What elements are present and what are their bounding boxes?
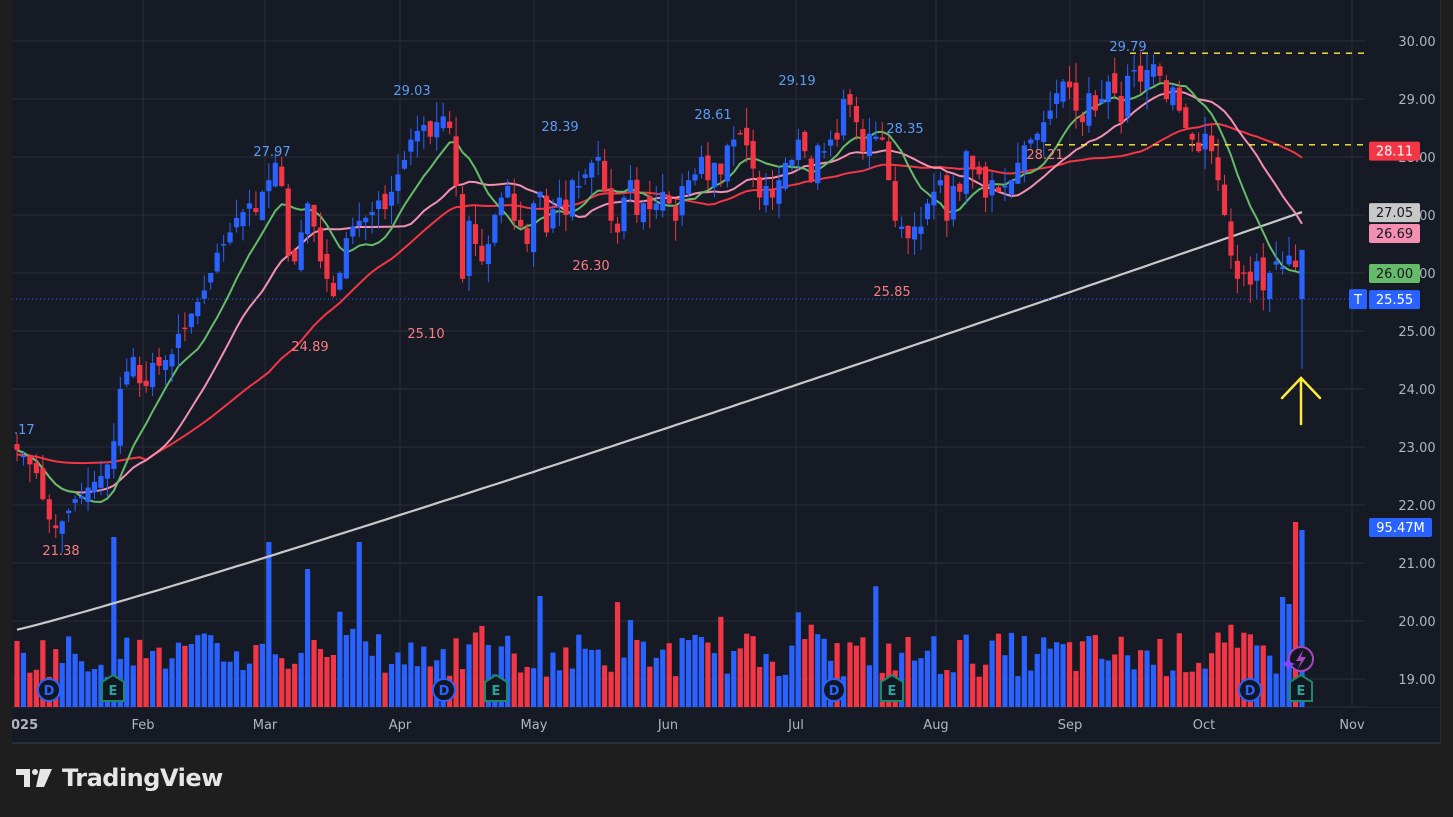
- earnings-marker[interactable]: E: [484, 673, 508, 702]
- price-annotation: 28.39: [541, 120, 578, 135]
- price-annotation: 25.10: [407, 327, 444, 342]
- candlesticks: [14, 51, 1305, 553]
- svg-text:26.00: 26.00: [1376, 267, 1413, 282]
- brand-name: TradingView: [62, 764, 223, 792]
- time-label: Nov: [1339, 718, 1365, 733]
- price-tick: 30.00: [1398, 35, 1435, 50]
- price-label: [1369, 264, 1420, 283]
- price-label: [1369, 223, 1420, 243]
- price-annotations: .17 21.38 27.97 24.89 29.03 25.10 28.39 26.30 28…: [14, 40, 1147, 559]
- svg-text:T: T: [1353, 293, 1362, 308]
- svg-text:26.69: 26.69: [1376, 227, 1413, 242]
- price-tick: 20.00: [1398, 615, 1435, 630]
- time-axis[interactable]: 025 Feb Mar Apr May Jun Jul Aug Sep Oct Nov: [12, 718, 1365, 733]
- price-tick: 19.00: [1398, 673, 1435, 688]
- price-annotation: 29.79: [1109, 40, 1146, 55]
- price-label: [1369, 290, 1420, 310]
- time-label: Jul: [787, 718, 804, 733]
- price-label: [1369, 141, 1420, 161]
- price-annotation: 29.03: [393, 84, 430, 99]
- price-annotation: 21.38: [42, 544, 79, 559]
- time-label: Sep: [1058, 718, 1083, 733]
- symbol-badge: [1349, 289, 1367, 310]
- lightning-icon[interactable]: [1281, 646, 1314, 672]
- tradingview-logo-icon: [16, 769, 52, 787]
- dividend-marker[interactable]: D: [1238, 678, 1262, 702]
- svg-text:E: E: [109, 684, 118, 699]
- svg-text:D: D: [439, 684, 450, 699]
- chart-frame[interactable]: .17 21.38 27.97 24.89 29.03 25.10 28.39 26.30 28…: [12, 0, 1441, 744]
- price-axis[interactable]: 30.0029.0028.0027.0026.0025.0024.0023.00…: [1349, 0, 1440, 707]
- price-tick: 23.00: [1398, 441, 1435, 456]
- price-tick: 29.00: [1398, 93, 1435, 108]
- price-annotation: .17: [14, 423, 35, 438]
- svg-text:28.11: 28.11: [1376, 145, 1413, 160]
- time-label: Apr: [389, 718, 412, 733]
- price-annotation: 28.21: [1026, 148, 1063, 163]
- right-panel-edge: [1441, 0, 1453, 742]
- volume-bars: [14, 522, 1305, 707]
- earnings-marker[interactable]: E: [101, 673, 125, 702]
- svg-text:D: D: [1245, 684, 1256, 699]
- price-tick: 25.00: [1398, 325, 1435, 340]
- dividend-marker[interactable]: D: [37, 678, 61, 702]
- earnings-marker[interactable]: E: [1289, 673, 1313, 702]
- price-tick: 21.00: [1398, 557, 1435, 572]
- time-label: Feb: [131, 718, 154, 733]
- price-chart[interactable]: .17 21.38 27.97 24.89 29.03 25.10 28.39 26.30 28…: [12, 0, 1440, 742]
- svg-text:D: D: [44, 684, 55, 699]
- price-annotation: 28.35: [886, 122, 923, 137]
- svg-text:95.47M: 95.47M: [1376, 521, 1424, 536]
- svg-text:E: E: [888, 684, 897, 699]
- price-tick: 22.00: [1398, 499, 1435, 514]
- price-annotation: 26.30: [572, 259, 609, 274]
- up-arrow-icon: [1280, 376, 1322, 426]
- time-label: Jun: [657, 718, 678, 733]
- price-label: [1369, 203, 1420, 223]
- time-label: May: [521, 718, 548, 733]
- moving-averages: [16, 82, 1303, 631]
- dividend-marker[interactable]: D: [822, 678, 846, 702]
- time-label: Aug: [923, 718, 948, 733]
- time-label: Mar: [253, 718, 278, 733]
- dividend-marker[interactable]: D: [432, 678, 456, 702]
- price-annotation: 27.97: [253, 145, 290, 160]
- svg-text:E: E: [1297, 684, 1306, 699]
- tradingview-logo[interactable]: TradingView: [16, 764, 223, 792]
- svg-text:D: D: [829, 684, 840, 699]
- time-label: 025: [12, 718, 38, 733]
- price-annotation: 25.85: [873, 285, 910, 300]
- svg-text:E: E: [492, 684, 501, 699]
- price-annotation: 24.89: [291, 340, 328, 355]
- price-label: [1369, 518, 1432, 538]
- earnings-marker[interactable]: E: [880, 673, 904, 702]
- price-annotation: 28.61: [694, 108, 731, 123]
- time-label: Oct: [1193, 718, 1215, 733]
- svg-text:25.55: 25.55: [1376, 293, 1413, 308]
- price-tick: 24.00: [1398, 383, 1435, 398]
- svg-text:27.05: 27.05: [1376, 206, 1413, 221]
- price-annotation: 29.19: [778, 74, 815, 89]
